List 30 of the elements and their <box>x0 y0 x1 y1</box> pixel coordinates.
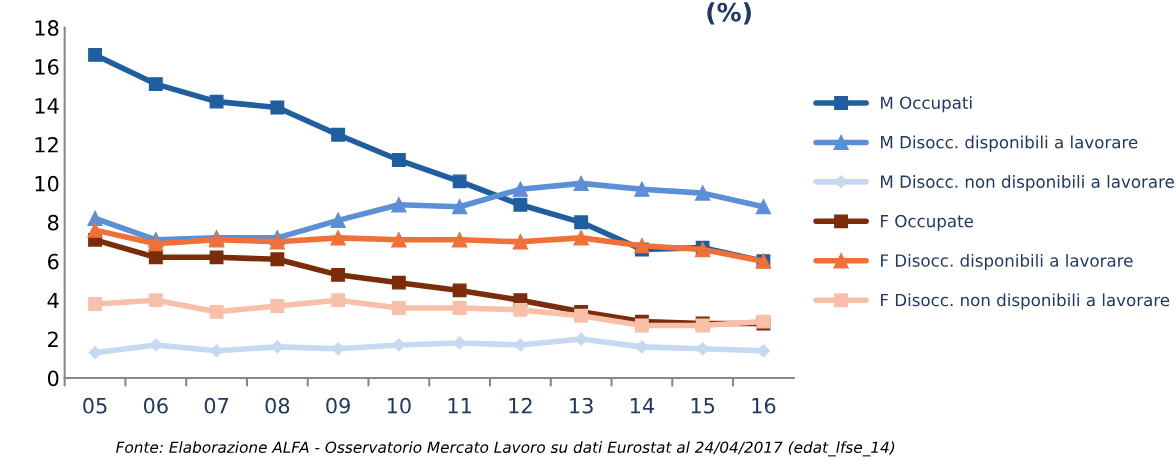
y-tick-label: 0 <box>47 370 59 387</box>
legend-label: M Occupati <box>881 96 972 113</box>
x-tick-label: 08 <box>265 397 290 414</box>
y-tick-label: 14 <box>35 98 59 114</box>
x-tick-label: 06 <box>143 397 168 414</box>
legend-label: M Disocc. disponibili a lavorare <box>881 135 1138 152</box>
y-tick-label: 16 <box>35 59 59 75</box>
legend-label: M Disocc. non disponibili a lavorare <box>881 175 1174 192</box>
y-tick-label: 6 <box>48 253 59 270</box>
x-tick-label: 14 <box>630 398 654 414</box>
x-tick-label: 13 <box>570 397 593 414</box>
chart-title: (%) <box>707 2 751 25</box>
x-tick-label: 12 <box>509 397 532 414</box>
x-tick-label: 09 <box>326 397 350 414</box>
x-tick-label: 05 <box>83 397 107 414</box>
y-tick-label: 10 <box>35 175 59 192</box>
legend-label: F Disocc. disponibili a lavorare <box>881 253 1133 271</box>
x-tick-label: 11 <box>448 398 471 414</box>
x-tick-label: 10 <box>387 397 411 414</box>
y-tick-label: 12 <box>35 136 58 153</box>
x-tick-label: 07 <box>204 397 229 414</box>
source-note: Fonte: Elaborazione ALFA - Osservatorio Mercato Lavoro su dati Eurostat al 24/04/2017 (edat_lfse_14) <box>116 441 895 457</box>
legend-label: F Disocc. non disponibili a lavorare <box>881 293 1170 310</box>
x-tick-label: 15 <box>691 398 715 414</box>
y-tick-label: 4 <box>47 292 59 309</box>
y-tick-label: 18 <box>35 20 59 36</box>
y-tick-label: 2 <box>48 331 58 348</box>
y-tick-label: 8 <box>47 214 59 231</box>
legend-label: F Occupate <box>881 214 974 231</box>
x-tick-label: 16 <box>752 397 776 414</box>
